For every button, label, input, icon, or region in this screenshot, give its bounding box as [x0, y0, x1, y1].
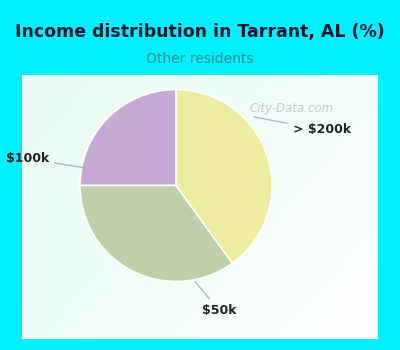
Text: > $200k: > $200k [254, 117, 351, 136]
Wedge shape [80, 186, 232, 281]
FancyBboxPatch shape [0, 339, 400, 350]
Wedge shape [80, 90, 176, 186]
Text: City-Data.com: City-Data.com [250, 102, 334, 115]
Text: $50k: $50k [195, 282, 236, 317]
Text: Income distribution in Tarrant, AL (%): Income distribution in Tarrant, AL (%) [15, 22, 385, 41]
Text: Other residents: Other residents [146, 52, 254, 66]
FancyBboxPatch shape [0, 75, 22, 350]
Wedge shape [176, 90, 272, 263]
Text: $100k: $100k [6, 152, 85, 168]
FancyBboxPatch shape [378, 75, 400, 350]
